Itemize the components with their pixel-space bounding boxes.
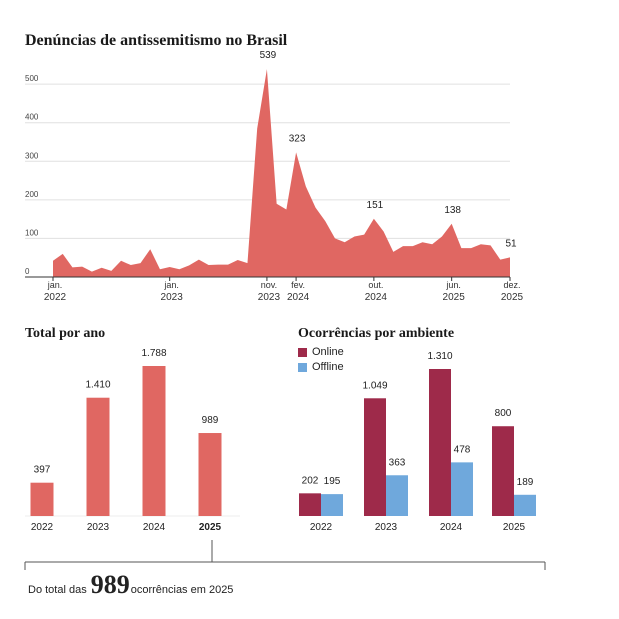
category-label: 2024: [143, 522, 166, 533]
env-chart-title: Ocorrências por ambiente: [298, 326, 455, 341]
x-tick-year: 2023: [258, 292, 281, 303]
x-tick-year: 2025: [501, 292, 524, 303]
category-label: 2022: [310, 522, 333, 533]
data-label: 138: [444, 205, 461, 216]
data-label: 151: [367, 200, 384, 211]
x-tick-month: out.: [368, 280, 383, 290]
data-label: 323: [289, 133, 306, 144]
total-chart-title: Total por ano: [25, 326, 106, 341]
bar-value-label: 1.310: [427, 351, 452, 362]
footnote: Do total das 989 ocorrências em 2025: [28, 570, 233, 600]
category-label: 2025: [503, 522, 526, 533]
bar-value-label: 1.788: [141, 348, 166, 359]
data-label: 51: [505, 238, 517, 249]
footnote-suffix: ocorrências em 2025: [130, 584, 234, 596]
y-tick-label: 200: [25, 190, 39, 199]
x-tick-month: nov.: [261, 280, 277, 290]
y-tick-label: 100: [25, 228, 39, 237]
legend-swatch-offline: [298, 362, 307, 372]
y-tick-label: 500: [25, 74, 39, 83]
legend-item-offline: Offline: [298, 361, 344, 373]
bar-value-label: 363: [389, 457, 406, 468]
area-x-tick-labels: jan. 2022 jan. 2023 nov. 2023 fev. 2024 out. 2024…: [44, 277, 524, 303]
footnote-prefix: Do total das: [28, 584, 87, 596]
category-label: 2022: [31, 522, 54, 533]
area-annotations: 539 323 151 138 51: [260, 50, 517, 249]
bar-value-label: 1.049: [362, 380, 387, 391]
bar-offline-2024: [451, 462, 473, 516]
category-label: 2025: [199, 522, 222, 533]
legend-label-offline: Offline: [312, 361, 344, 373]
x-tick-year: 2024: [365, 292, 388, 303]
footnote-number: 989: [90, 570, 130, 599]
env-bars: 202 1.049 1.310 800 195 363 478 189 2022 2023 2024…: [299, 351, 536, 533]
category-label: 2023: [375, 522, 398, 533]
y-tick-label: 300: [25, 151, 39, 160]
area-series: [53, 69, 510, 277]
bar-online-2024: [429, 369, 451, 516]
chart-title: Denúncias de antissemitismo no Brasil: [25, 32, 288, 49]
bar-2024: [142, 366, 166, 516]
bar-online-2023: [364, 398, 386, 516]
x-tick-month: jan.: [47, 280, 63, 290]
x-tick-year: 2023: [161, 292, 184, 303]
y-tick-label: 0: [25, 267, 30, 276]
bar-2025: [198, 433, 222, 516]
bar-value-label: 195: [324, 476, 341, 487]
bar-value-label: 202: [302, 475, 319, 486]
bar-offline-2025: [514, 494, 536, 516]
area-y-tick-labels: 0 100 200 300 400 500: [25, 74, 39, 276]
bar-online-2025: [492, 426, 514, 516]
legend-item-online: Online: [298, 346, 344, 358]
y-tick-label: 400: [25, 113, 39, 122]
category-label: 2024: [440, 522, 463, 533]
bar-offline-2023: [386, 475, 408, 516]
category-label: 2023: [87, 522, 110, 533]
bar-online-2022: [299, 493, 321, 516]
x-tick-year: 2022: [44, 292, 67, 303]
x-tick-month: jun.: [445, 280, 461, 290]
bar-value-label: 989: [202, 415, 219, 426]
x-tick-month: jan.: [163, 280, 179, 290]
x-tick-month: fev.: [291, 280, 305, 290]
bar-value-label: 478: [454, 444, 471, 455]
legend-swatch-online: [298, 347, 307, 357]
bar-value-label: 397: [34, 465, 51, 476]
bar-value-label: 189: [517, 477, 534, 488]
x-tick-year: 2025: [443, 292, 466, 303]
footnote-bracket: [24, 540, 546, 570]
x-tick-year: 2024: [287, 292, 310, 303]
x-tick-month: dez.: [503, 280, 520, 290]
data-label: 539: [260, 50, 277, 61]
legend-label-online: Online: [312, 346, 344, 358]
bar-value-label: 1.410: [85, 380, 110, 391]
bar-2022: [30, 482, 54, 516]
bar-offline-2022: [321, 494, 343, 516]
bar-value-label: 800: [495, 408, 512, 419]
total-bars: 397 2022 1.410 2023 1.788 2024 989 2025: [25, 348, 240, 533]
bar-2023: [86, 397, 110, 516]
